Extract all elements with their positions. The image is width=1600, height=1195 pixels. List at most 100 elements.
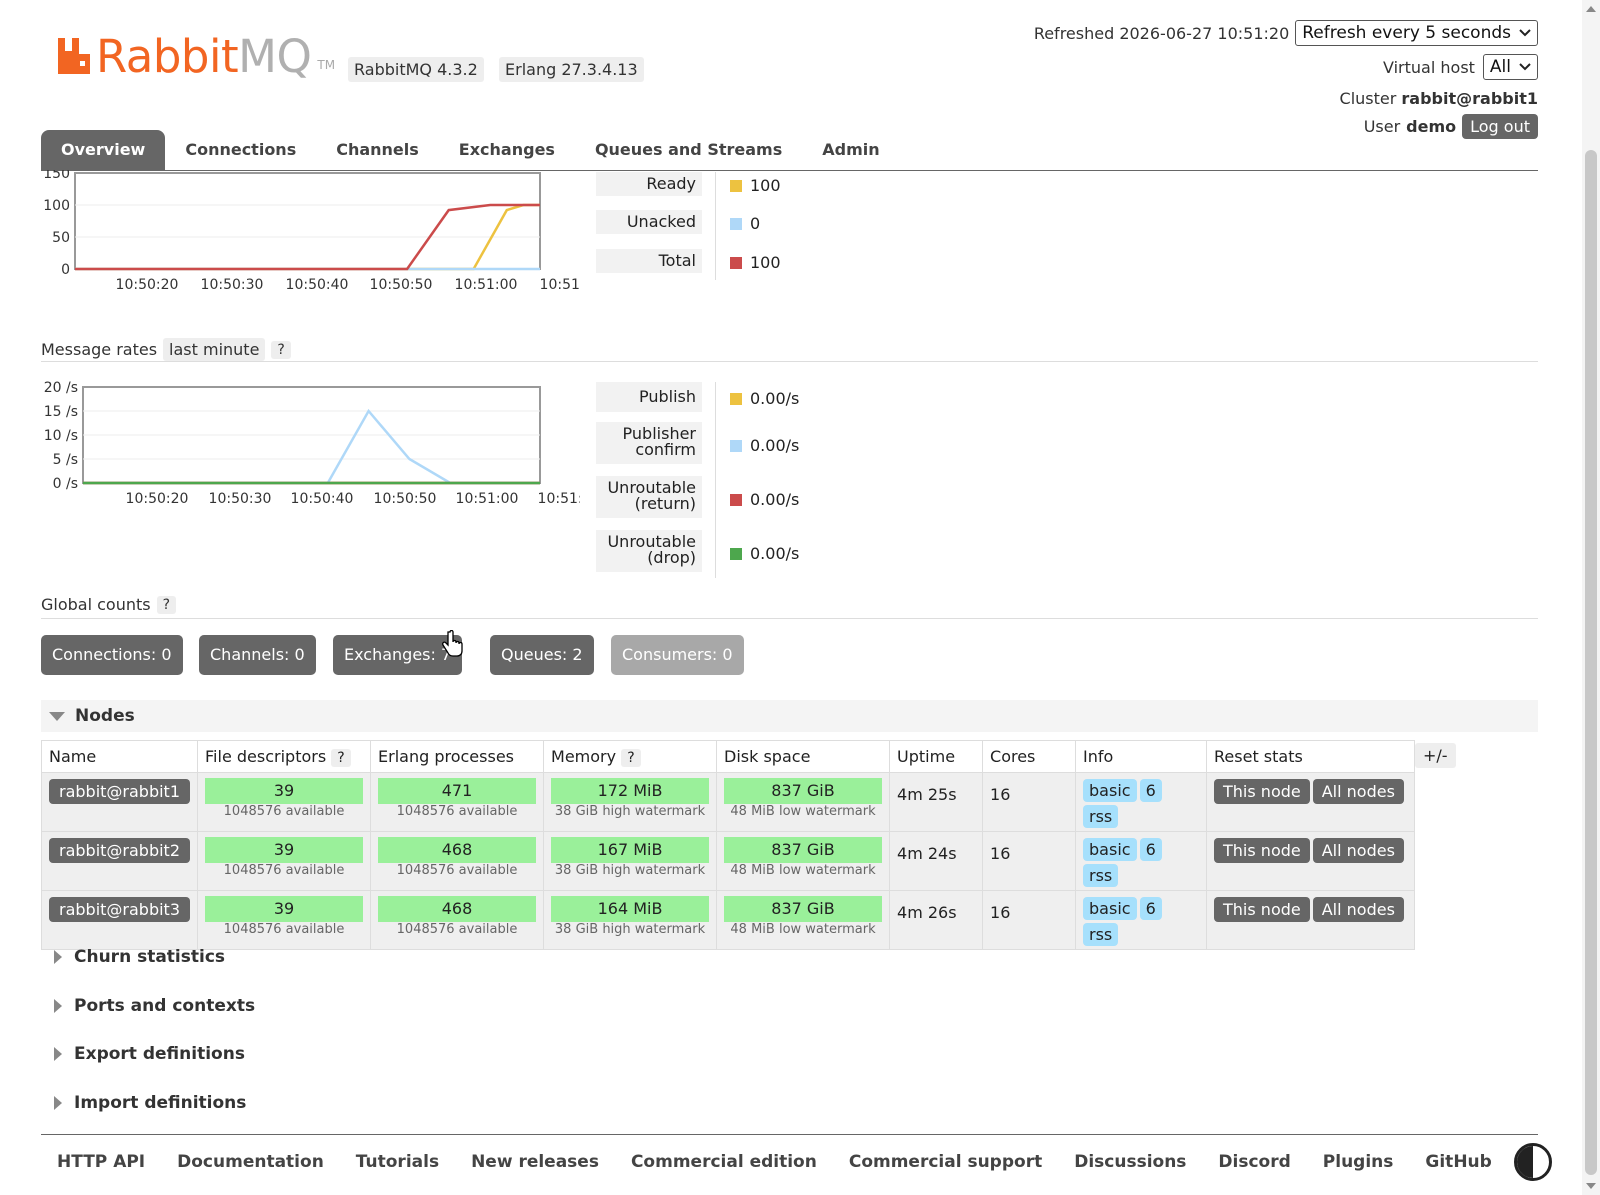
table-row: rabbit@rabbit3 39 1048576 available 468 10… <box>40 890 1416 950</box>
node-name-link[interactable]: rabbit@rabbit3 <box>49 897 191 922</box>
rabbit-logo-icon <box>58 38 90 74</box>
legend-value-text: 100 <box>750 176 781 195</box>
reset-all-nodes-button[interactable]: All nodes <box>1312 897 1404 922</box>
rabbitmq-logo[interactable]: Rabbit MQ TM <box>56 34 335 80</box>
scroll-down-icon[interactable] <box>1586 1183 1596 1189</box>
reset-all-nodes-button[interactable]: All nodes <box>1312 779 1404 804</box>
footer-link-new-releases[interactable]: New releases <box>471 1152 599 1172</box>
memory-meter: 172 MiB <box>551 778 710 804</box>
exchanges-count-button[interactable]: Exchanges: 7 <box>333 635 463 675</box>
scrollbar-thumb[interactable] <box>1585 150 1597 1175</box>
memory-meter: 164 MiB <box>551 896 710 922</box>
nodes-section-toggle[interactable]: Nodes <box>41 700 1538 732</box>
message-rates-chart: 20 /s 15 /s 10 /s 5 /s 0 /s 10:50:20 10:50:30 1… <box>44 380 580 507</box>
queued-messages-chart: 150 100 50 0 10:50:20 10:50:30 10:50:40 10:50:5… <box>43 170 580 293</box>
tabs-divider <box>41 170 1538 171</box>
chart-plot-area <box>74 172 541 270</box>
node-name-link[interactable]: rabbit@rabbit2 <box>49 838 191 863</box>
file-descriptors-help-button[interactable]: ? <box>331 749 351 767</box>
y-tick-label: 100 <box>43 198 70 214</box>
y-tick-label: 0 /s <box>53 476 78 492</box>
memory-meter: 167 MiB <box>551 837 710 863</box>
refresh-interval-value: Refresh every 5 seconds <box>1302 23 1511 43</box>
info-chip-count[interactable]: 6 <box>1139 838 1162 861</box>
user-name: demo <box>1406 117 1457 136</box>
footer-link-discord[interactable]: Discord <box>1218 1152 1291 1172</box>
reset-this-node-button[interactable]: This node <box>1214 838 1310 863</box>
section-title: Ports and contexts <box>74 996 256 1016</box>
info-chip-count[interactable]: 6 <box>1139 779 1162 802</box>
footer-link-github[interactable]: GitHub <box>1425 1152 1492 1172</box>
reset-all-nodes-button[interactable]: All nodes <box>1312 838 1404 863</box>
logo-text-mq: MQ <box>238 30 312 83</box>
virtual-host-label: Virtual host <box>1383 57 1475 77</box>
queues-count-button[interactable]: Queues: 2 <box>490 635 594 675</box>
contrast-icon[interactable] <box>1513 1143 1552 1181</box>
info-chip-basic[interactable]: basic <box>1083 779 1137 802</box>
legend-value-text: 0 <box>750 214 761 233</box>
footer-link-http-api[interactable]: HTTP API <box>57 1152 146 1172</box>
legend-divider <box>715 382 716 578</box>
tab-overview[interactable]: Overview <box>41 130 166 170</box>
legend-label-total: Total <box>596 249 702 273</box>
memory-help-button[interactable]: ? <box>621 749 641 767</box>
tab-queues-and-streams[interactable]: Queues and Streams <box>594 140 783 159</box>
cores-cell: 16 <box>982 772 1077 832</box>
tab-channels[interactable]: Channels <box>336 140 419 159</box>
churn-statistics-toggle[interactable]: Churn statistics <box>54 947 225 967</box>
memory-watermark: 38 GiB high watermark <box>554 863 706 878</box>
user-label: User <box>1363 117 1401 136</box>
info-chip-rss[interactable]: rss <box>1083 923 1119 946</box>
info-chip-rss[interactable]: rss <box>1083 864 1119 887</box>
info-chip-rss[interactable]: rss <box>1083 805 1119 828</box>
expand-triangle-icon <box>54 1047 62 1061</box>
column-toggle-button[interactable]: +/- <box>1415 743 1456 768</box>
consumers-count-button[interactable]: Consumers: 0 <box>611 635 744 675</box>
legend-swatch <box>730 256 742 269</box>
nodes-title: Nodes <box>75 706 135 726</box>
import-definitions-toggle[interactable]: Import definitions <box>54 1093 246 1113</box>
reset-this-node-button[interactable]: This node <box>1214 779 1310 804</box>
export-definitions-toggle[interactable]: Export definitions <box>54 1044 245 1064</box>
footer-link-plugins[interactable]: Plugins <box>1322 1152 1394 1172</box>
reset-this-node-button[interactable]: This node <box>1214 897 1310 922</box>
vertical-scrollbar[interactable] <box>1582 0 1600 1195</box>
legend-value-text: 100 <box>750 253 781 272</box>
footer-link-documentation[interactable]: Documentation <box>177 1152 324 1172</box>
footer-divider <box>41 1134 1538 1135</box>
connections-count-button[interactable]: Connections: 0 <box>41 635 183 675</box>
footer-link-discussions[interactable]: Discussions <box>1074 1152 1187 1172</box>
x-tick-label: 10:50:40 <box>286 277 349 293</box>
virtual-host-select[interactable]: All <box>1482 54 1538 80</box>
tab-admin[interactable]: Admin <box>822 140 880 159</box>
info-chip-basic[interactable]: basic <box>1083 838 1137 861</box>
info-chip-basic[interactable]: basic <box>1083 897 1137 920</box>
footer-link-tutorials[interactable]: Tutorials <box>355 1152 440 1172</box>
scroll-up-icon[interactable] <box>1586 6 1596 12</box>
refresh-interval-select[interactable]: Refresh every 5 seconds <box>1295 20 1538 46</box>
node-name-link[interactable]: rabbit@rabbit1 <box>49 779 191 804</box>
legend-value-unroutable-return: 0.00/s <box>730 490 799 509</box>
logout-button[interactable]: Log out <box>1462 114 1538 139</box>
ports-and-contexts-toggle[interactable]: Ports and contexts <box>54 996 255 1016</box>
series-line-total <box>75 203 540 271</box>
channels-count-button[interactable]: Channels: 0 <box>199 635 316 675</box>
tab-connections[interactable]: Connections <box>185 140 297 159</box>
legend-swatch <box>730 439 742 452</box>
footer-link-commercial-edition[interactable]: Commercial edition <box>630 1152 817 1172</box>
footer-link-commercial-support[interactable]: Commercial support <box>848 1152 1043 1172</box>
global-counts-help-button[interactable]: ? <box>156 595 177 614</box>
main-tabs: Overview Connections Channels Exchanges … <box>41 130 900 170</box>
disk-space-watermark: 48 MiB low watermark <box>730 922 876 937</box>
legend-value-unroutable-drop: 0.00/s <box>730 544 799 563</box>
message-rates-period-button[interactable]: last minute <box>163 338 266 361</box>
info-chip-count[interactable]: 6 <box>1139 897 1162 920</box>
tab-exchanges[interactable]: Exchanges <box>458 140 555 159</box>
virtual-host-value: All <box>1489 57 1511 77</box>
legend-value-publisher-confirm: 0.00/s <box>730 436 799 455</box>
x-tick-label: 10:50:20 <box>126 491 189 507</box>
message-rates-help-button[interactable]: ? <box>271 340 291 359</box>
message-rates-title: Message rates <box>41 340 158 359</box>
uptime-cell: 4m 26s <box>889 890 984 950</box>
logo-trademark: TM <box>317 58 336 72</box>
